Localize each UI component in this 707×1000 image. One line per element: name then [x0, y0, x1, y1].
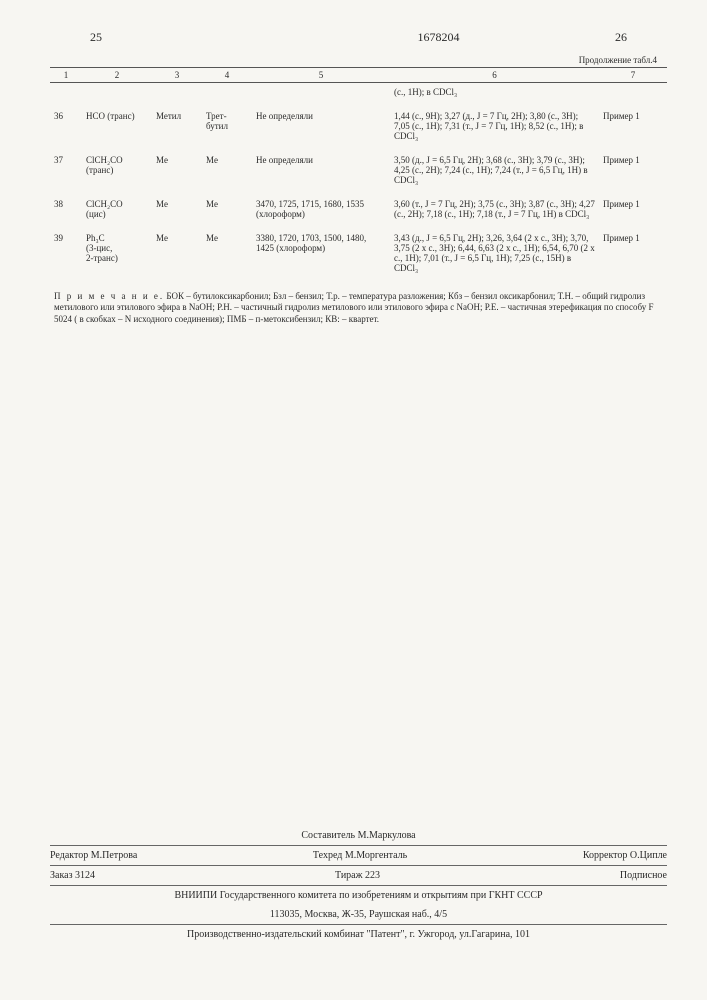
- org-line-2: 113035, Москва, Ж-35, Раушская наб., 4/5: [50, 905, 667, 924]
- org-line-1: ВНИИПИ Государственного комитета по изоб…: [50, 885, 667, 905]
- table-header-row: 1 2 3 4 5 6 7: [50, 68, 667, 83]
- cell: Me: [152, 195, 202, 229]
- compiler-name: М.Маркулова: [358, 830, 416, 841]
- table-row: 36HCO (транс)МетилТрет- бутилНе определя…: [50, 107, 667, 151]
- col-2: 2: [82, 68, 152, 83]
- table-continuation-label: Продолжение табл.4: [50, 55, 667, 65]
- credits-row-2: Редактор М.Петрова Техред М.Моргенталь К…: [50, 845, 667, 865]
- subscription: Подписное: [620, 870, 667, 881]
- order-row: Заказ 3124 Тираж 223 Подписное: [50, 865, 667, 885]
- cell: Не определяли: [252, 107, 390, 151]
- col-7: 7: [599, 68, 667, 83]
- cell: Пример 1: [599, 107, 667, 151]
- cell: Пример 1: [599, 195, 667, 229]
- tirazh-label: Тираж: [335, 870, 363, 881]
- patent-number: 1678204: [418, 30, 460, 45]
- cell: 1,44 (с., 9H); 3,27 (д., J = 7 Гц, 2H); …: [390, 107, 599, 151]
- footnote-label: П р и м е ч а н и е.: [54, 291, 164, 301]
- cell: Трет- бутил: [202, 107, 252, 151]
- cell-pre-6: (с., 1H); в CDCl₃: [390, 83, 599, 108]
- tirazh-num: 223: [365, 870, 380, 881]
- cell: HCO (транс): [82, 107, 152, 151]
- imprint-footer: Составитель М.Маркулова Редактор М.Петро…: [50, 826, 667, 940]
- col-4: 4: [202, 68, 252, 83]
- table-row: 37ClCH₂CO (транс)MeMeНе определяли3,50 (…: [50, 151, 667, 195]
- table-row: 38ClCH₂CO (цис)MeMe3470, 1725, 1715, 168…: [50, 195, 667, 229]
- page-right-num: 26: [615, 30, 627, 45]
- col-5: 5: [252, 68, 390, 83]
- cell: 39: [50, 229, 82, 283]
- tech-name: М.Моргенталь: [345, 850, 407, 861]
- cell: ClCH₂CO (транс): [82, 151, 152, 195]
- cell: Me: [152, 151, 202, 195]
- footnote: П р и м е ч а н и е. БОК – бутилоксикарб…: [50, 291, 667, 325]
- order-label: Заказ: [50, 870, 73, 881]
- compiler-label: Составитель: [301, 830, 355, 841]
- cell: Me: [202, 151, 252, 195]
- cell: Не определяли: [252, 151, 390, 195]
- page-header: 25 1678204 26: [50, 30, 667, 45]
- cell: Me: [202, 229, 252, 283]
- org-line-3: Производственно-издательский комбинат "П…: [50, 924, 667, 940]
- cell: 38: [50, 195, 82, 229]
- cell: Пример 1: [599, 229, 667, 283]
- editor-label: Редактор: [50, 850, 88, 861]
- cell: 3,60 (т., J = 7 Гц, 2H); 3,75 (с., 3H); …: [390, 195, 599, 229]
- cell: 3470, 1725, 1715, 1680, 1535 (хлороформ): [252, 195, 390, 229]
- cell: 3380, 1720, 1703, 1500, 1480, 1425 (хлор…: [252, 229, 390, 283]
- cell: Me: [152, 229, 202, 283]
- editor-name: М.Петрова: [91, 850, 138, 861]
- cell: Метил: [152, 107, 202, 151]
- tech-label: Техред: [313, 850, 342, 861]
- cell: 3,50 (д., J = 6,5 Гц, 2H); 3,68 (с., 3H)…: [390, 151, 599, 195]
- cell: Ph₃C (3-цис, 2-транс): [82, 229, 152, 283]
- cell: 3,43 (д., J = 6,5 Гц, 2H); 3,26, 3,64 (2…: [390, 229, 599, 283]
- cell: 37: [50, 151, 82, 195]
- table-row: 39Ph₃C (3-цис, 2-транс)MeMe3380, 1720, 1…: [50, 229, 667, 283]
- corrector-name: О.Ципле: [630, 850, 667, 861]
- col-1: 1: [50, 68, 82, 83]
- pre-row: (с., 1H); в CDCl₃: [50, 83, 667, 108]
- credits-row-1: Составитель М.Маркулова: [50, 826, 667, 845]
- order-num: 3124: [75, 870, 95, 881]
- cell: Me: [202, 195, 252, 229]
- cell: ClCH₂CO (цис): [82, 195, 152, 229]
- cell: Пример 1: [599, 151, 667, 195]
- data-table: 1 2 3 4 5 6 7 (с., 1H); в CDCl₃ 36HCO (т…: [50, 67, 667, 283]
- page-left-num: 25: [90, 30, 102, 45]
- col-6: 6: [390, 68, 599, 83]
- cell: 36: [50, 107, 82, 151]
- col-3: 3: [152, 68, 202, 83]
- corrector-label: Корректор: [583, 850, 628, 861]
